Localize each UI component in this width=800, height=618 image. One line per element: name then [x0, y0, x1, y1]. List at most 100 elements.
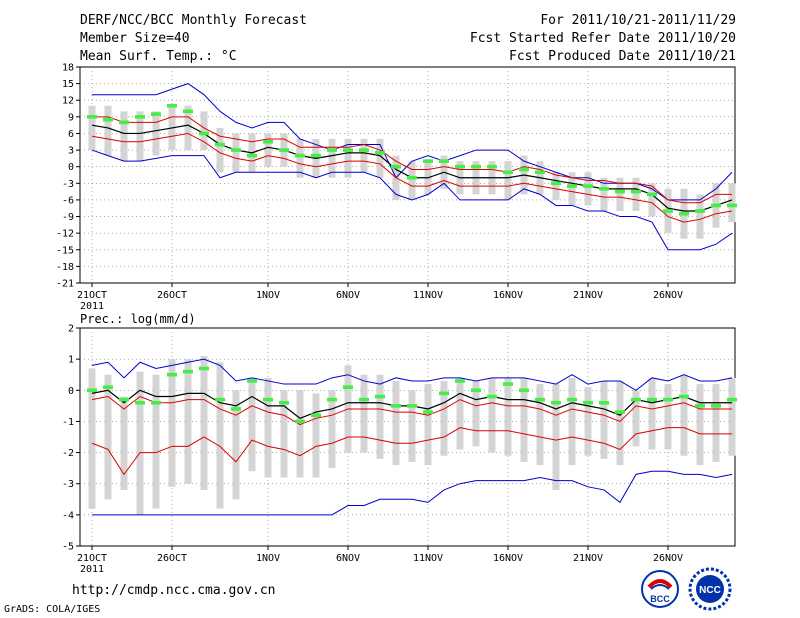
observed-marker [295, 153, 305, 158]
bcc-logo-text: BCC [650, 594, 670, 604]
spread-bar [248, 377, 256, 472]
observed-marker [327, 397, 337, 402]
spread-bar [136, 111, 144, 162]
spread-bar [184, 105, 192, 151]
observed-marker [87, 388, 97, 393]
observed-marker [615, 410, 625, 414]
spread-bar [184, 359, 192, 484]
variable-label: Mean Surf. Temp.: °C [80, 49, 237, 64]
y-tick-label: -3 [62, 179, 74, 190]
observed-marker [199, 131, 209, 136]
spread-bar [232, 390, 240, 500]
observed-marker [455, 164, 465, 169]
spread-bar [648, 377, 656, 450]
spread-bar [152, 111, 160, 156]
observed-marker [135, 400, 145, 405]
observed-marker [279, 148, 289, 152]
observed-marker [663, 209, 673, 213]
spread-bar [264, 377, 272, 478]
spread-bar [104, 374, 112, 500]
spread-bar [104, 105, 112, 156]
y-tick-label: 12 [62, 96, 74, 107]
observed-marker [615, 189, 625, 194]
spread-bar [408, 390, 416, 462]
observed-marker [359, 397, 369, 402]
observed-marker [215, 142, 225, 147]
observed-marker [183, 369, 193, 374]
x-tick-label: 1NOV [256, 553, 280, 564]
observed-marker [631, 397, 641, 402]
observed-marker [439, 159, 449, 163]
observed-marker [327, 148, 337, 152]
observed-marker [647, 192, 657, 197]
observed-marker [727, 203, 737, 208]
spread-bar [440, 380, 448, 456]
observed-marker [231, 407, 241, 411]
spread-bar [296, 139, 304, 178]
spread-bar [360, 139, 368, 173]
observed-marker [119, 397, 129, 402]
observed-marker [679, 394, 689, 399]
observed-marker [583, 400, 593, 405]
observed-marker [167, 372, 177, 377]
spread-bar [408, 161, 416, 200]
y-tick-label: -12 [56, 229, 74, 240]
spread-bar [376, 374, 384, 459]
spread-bar [168, 359, 176, 487]
forecast-started-date: Fcst Started Refer Date 2011/10/20 [469, 31, 736, 46]
observed-marker [311, 153, 321, 158]
x-tick-label: 1NOV [256, 290, 280, 301]
observed-marker [247, 153, 257, 158]
y-tick-label: -1 [62, 417, 74, 428]
bcc-logo: BCC [641, 570, 679, 608]
x-tick-label: 21NOV [573, 290, 603, 301]
observed-marker [87, 115, 97, 119]
x-tick-label: 16NOV [493, 553, 523, 564]
percentile-high-line [92, 116, 732, 204]
y-tick-label: -21 [56, 279, 74, 290]
spread-bar [216, 127, 224, 173]
y-tick-label: -3 [62, 479, 74, 490]
spread-bar [648, 183, 656, 217]
observed-marker [391, 164, 401, 169]
observed-marker [295, 419, 305, 424]
observed-marker [359, 148, 369, 152]
spread-bar [280, 390, 288, 478]
y-tick-label: 18 [62, 63, 74, 74]
observed-marker [311, 413, 321, 417]
spread-bar [328, 390, 336, 469]
spread-bar [728, 183, 736, 223]
panel-title: Prec.: log(mm/d) [80, 312, 196, 326]
x-tick-label: 26NOV [653, 553, 683, 564]
observed-marker [279, 400, 289, 405]
observed-marker [263, 139, 273, 144]
member-size: Member Size=40 [80, 31, 190, 46]
spread-bar [344, 139, 352, 178]
y-tick-label: -4 [62, 510, 74, 521]
percentile-low-line [91, 427, 732, 476]
observed-marker [471, 164, 481, 169]
y-tick-label: 3 [68, 146, 74, 157]
observed-marker [727, 397, 737, 402]
spread-bar [696, 384, 704, 466]
y-tick-label: -5 [62, 542, 74, 553]
spread-bar [328, 139, 336, 178]
spread-bar [600, 380, 608, 459]
spread-bar [568, 172, 576, 206]
y-tick-label: -15 [56, 245, 74, 256]
spread-bar [520, 377, 528, 462]
observed-marker [567, 184, 577, 188]
x-tick-label: 21NOV [573, 553, 603, 564]
observed-marker [599, 187, 609, 191]
observed-marker [551, 181, 561, 186]
x-tick-label: 16NOV [493, 290, 523, 301]
source-url[interactable]: http://cmdp.ncc.cma.gov.cn [72, 583, 276, 598]
observed-marker [503, 382, 513, 386]
spread-bar [680, 374, 688, 456]
spread-bar [120, 111, 128, 162]
observed-marker [487, 394, 497, 399]
x-tick-label: 6NOV [336, 553, 360, 564]
observed-marker [407, 404, 417, 408]
